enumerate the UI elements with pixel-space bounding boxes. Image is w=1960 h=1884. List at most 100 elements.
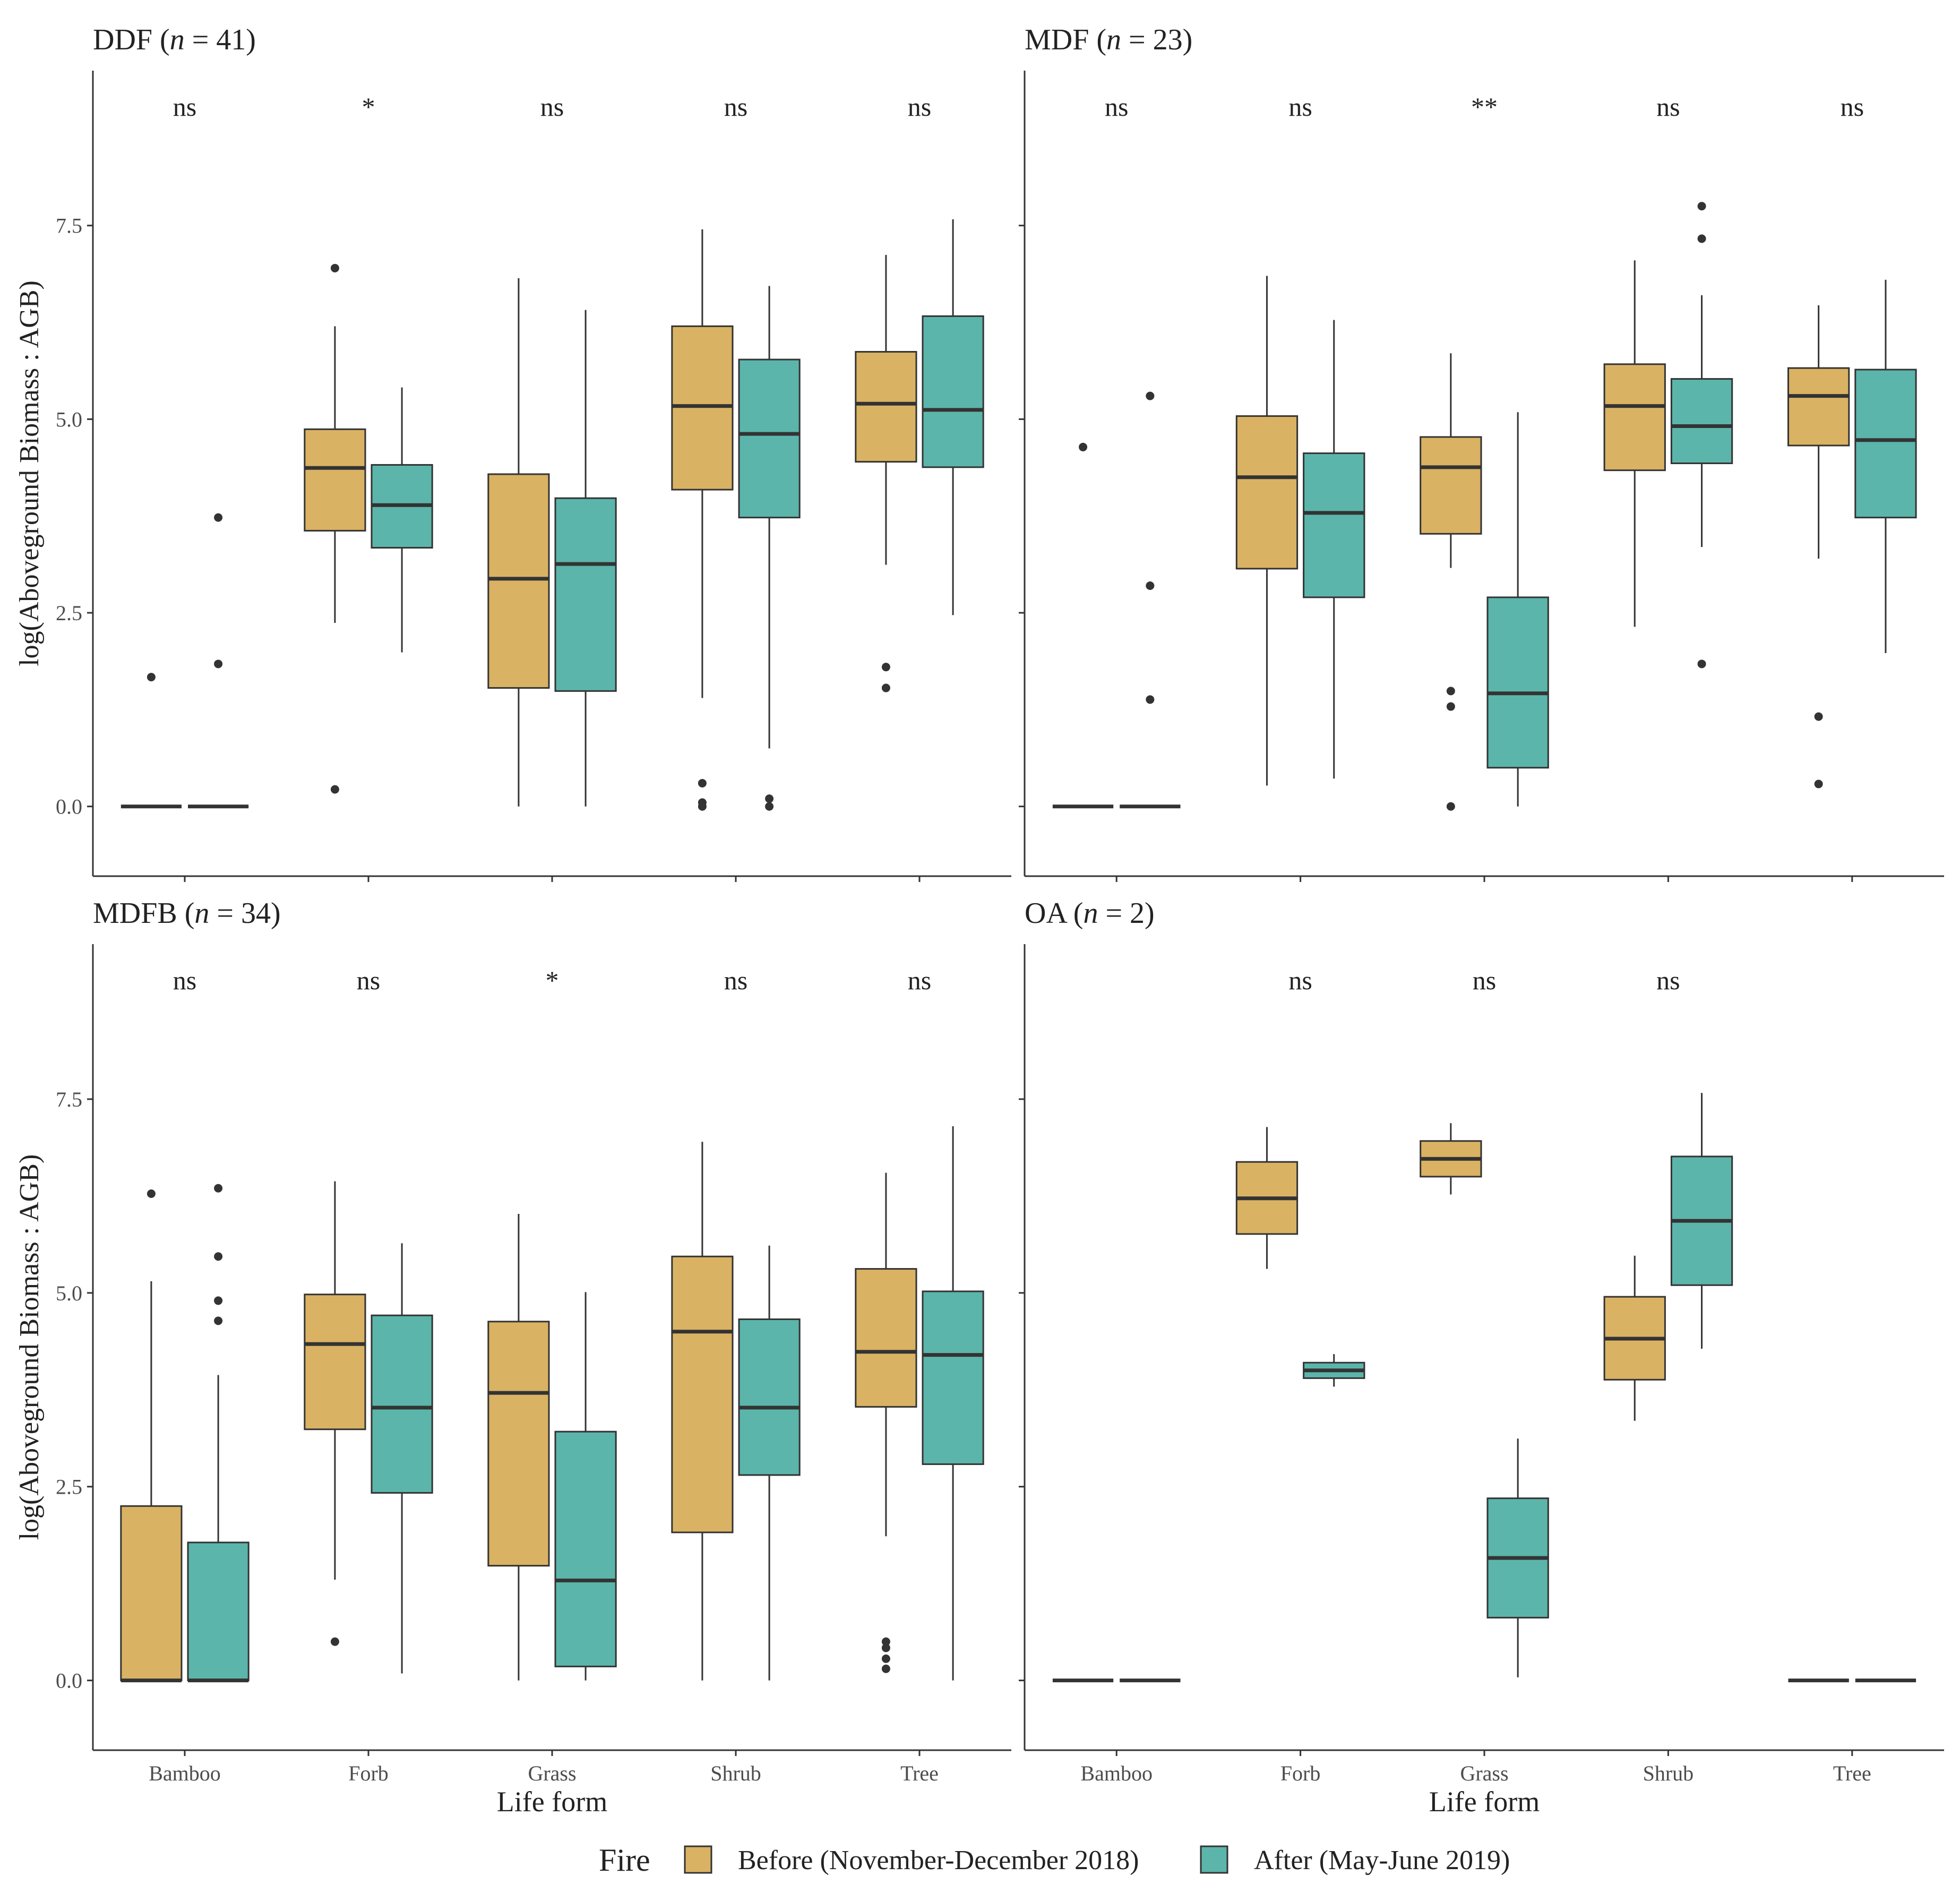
box-iqr (855, 1268, 917, 1408)
panel-oa: OA (n = 2) Bamboo Forb ns Grass ns Shrub ns Tree… (1019, 897, 1944, 1818)
box-iqr (1670, 378, 1733, 465)
panel-ddf: DDF (n = 41) 0.0 2.5 5.0 7.5 ns * ns ns ns log(Abo… (14, 23, 1011, 882)
box-iqr (738, 1318, 801, 1476)
box-after-shrub (738, 286, 801, 811)
outlier-point (214, 1296, 223, 1305)
box-after-forb (371, 1243, 433, 1674)
panel-title: MDF (n = 23) (1025, 23, 1192, 56)
outlier-point (214, 1252, 223, 1261)
x-tick-label: Grass (1460, 1761, 1508, 1785)
outlier-point (1697, 234, 1706, 243)
box-iqr (487, 1321, 550, 1567)
y-tick-label: 5.0 (56, 407, 82, 431)
box-iqr (671, 325, 734, 491)
box-after-grass (1486, 412, 1549, 807)
outlier-point (214, 660, 223, 669)
box-iqr (1420, 436, 1482, 535)
outlier-point (881, 1643, 890, 1652)
box-iqr (671, 1255, 734, 1534)
significance-label: * (362, 92, 375, 122)
box-iqr (1787, 367, 1850, 447)
x-axis-title: Life form (1429, 1786, 1540, 1818)
x-axis-title: Life form (497, 1786, 607, 1818)
legend-title: Fire (599, 1843, 650, 1878)
outlier-point (765, 794, 774, 803)
x-tick-label: Forb (348, 1761, 389, 1785)
box-iqr (1235, 415, 1299, 570)
box-after-shrub (738, 1245, 801, 1681)
box-before-shrub (1603, 1255, 1666, 1421)
y-tick-label: 7.5 (56, 214, 82, 238)
outlier-point (214, 1184, 223, 1193)
x-tick-label: Tree (900, 1761, 939, 1785)
significance-label: ns (724, 965, 747, 995)
outlier-point (1146, 391, 1155, 400)
box-after-grass (554, 310, 617, 807)
box-after-grass (1486, 1438, 1549, 1677)
box-before-grass (1420, 1123, 1482, 1195)
box-after-forb (1303, 320, 1365, 779)
panel-mdfb: MDFB (n = 34) 0.0 2.5 5.0 7.5 Bamboo ns Forb ns G… (14, 897, 1011, 1818)
box-before-shrub (671, 229, 734, 811)
significance-label: ns (1841, 92, 1864, 122)
outlier-point (1146, 581, 1155, 590)
significance-label: ns (173, 92, 196, 122)
y-tick-label: 0.0 (56, 1669, 82, 1693)
outlier-point (1446, 702, 1455, 711)
x-tick-label: Tree (1833, 1761, 1871, 1785)
outlier-point (1079, 442, 1088, 451)
legend-key-after (1200, 1845, 1228, 1874)
box-before-forb (304, 1181, 366, 1646)
box-after-grass (554, 1292, 617, 1681)
box-after-bamboo (1120, 391, 1181, 809)
outlier-point (214, 513, 223, 522)
outlier-point (698, 778, 707, 787)
outlier-point (214, 1316, 223, 1325)
box-before-grass (487, 278, 550, 807)
box-iqr (922, 1290, 984, 1465)
box-iqr (187, 1542, 250, 1682)
outlier-point (330, 1637, 339, 1646)
outlier-point (765, 802, 774, 811)
box-iqr (922, 315, 984, 468)
significance-label: ns (540, 92, 564, 122)
box-after-forb (371, 387, 433, 653)
box-before-bamboo (1052, 442, 1114, 809)
box-after-shrub (1670, 1093, 1733, 1349)
outlier-point (881, 1664, 890, 1673)
box-before-shrub (671, 1142, 734, 1681)
significance-label: ns (1656, 92, 1680, 122)
box-iqr (120, 1505, 183, 1682)
box-after-bamboo (187, 1184, 250, 1683)
box-before-forb (1235, 1127, 1299, 1269)
box-iqr (1603, 363, 1666, 472)
x-tick-label: Bamboo (1080, 1761, 1153, 1785)
box-before-tree (1787, 305, 1850, 789)
outlier-point (1697, 202, 1706, 211)
box-after-tree (922, 1126, 984, 1681)
panel-mdf: MDF (n = 23) ns ns ** ns ns (1019, 23, 1944, 882)
box-before-tree (855, 255, 917, 692)
outlier-point (881, 1654, 890, 1663)
y-axis-title: log(Aboveground Biomass : AGB) (14, 1154, 45, 1540)
box-before-shrub (1603, 260, 1666, 627)
box-before-grass (1420, 353, 1482, 811)
significance-label: ns (1288, 92, 1312, 122)
box-iqr (304, 1294, 366, 1431)
box-after-bamboo (188, 513, 249, 809)
significance-label: ns (173, 965, 196, 995)
box-iqr (371, 1314, 433, 1494)
x-tick-label: Forb (1280, 1761, 1321, 1785)
outlier-point (1814, 780, 1823, 789)
box-before-bamboo (121, 673, 182, 809)
significance-label: ** (1471, 92, 1498, 122)
y-tick-label: 7.5 (56, 1087, 82, 1111)
significance-label: ns (908, 92, 931, 122)
x-tick-label: Grass (528, 1761, 576, 1785)
legend-label-before: Before (November-December 2018) (738, 1845, 1139, 1876)
box-iqr (1303, 452, 1365, 598)
box-after-forb (1303, 1354, 1365, 1387)
box-iqr (738, 358, 801, 519)
significance-label: ns (1473, 965, 1496, 995)
box-after-tree (1854, 279, 1917, 653)
